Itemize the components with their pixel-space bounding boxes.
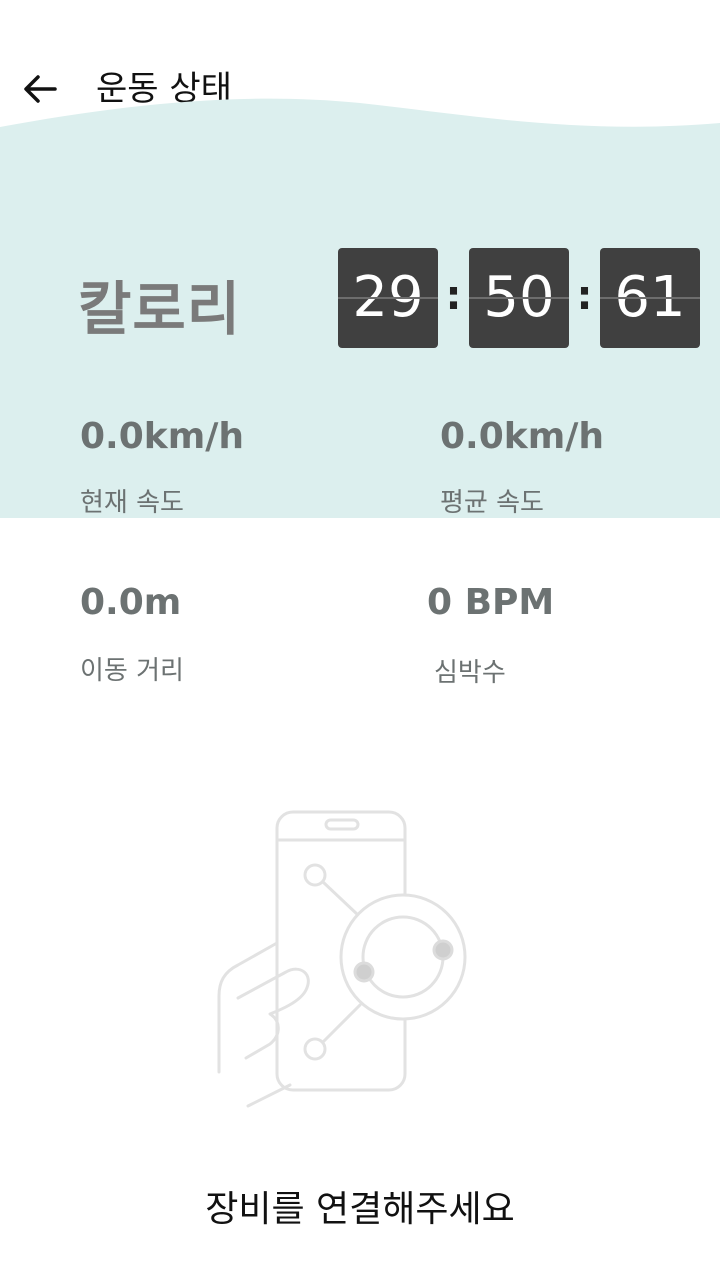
timer-minutes: 50 [469, 248, 569, 348]
arrow-left-icon [24, 75, 57, 103]
distance-value: 0.0m [80, 582, 182, 623]
back-button[interactable] [18, 66, 64, 112]
timer-hours: 29 [338, 248, 438, 348]
timer-seconds: 61 [600, 248, 700, 348]
current-speed-value: 0.0km/h [80, 416, 245, 457]
connect-device-message: 장비를 연결해주세요 [205, 1189, 515, 1230]
heart-rate-value: 0 BPM [427, 582, 555, 623]
timer-separator: : [445, 273, 462, 319]
heart-rate-label: 심박수 [434, 658, 506, 688]
calorie-label: 칼로리 [78, 275, 242, 343]
distance-label: 이동 거리 [80, 656, 184, 686]
phone-hand-connect-icon [210, 800, 480, 1110]
average-speed-value: 0.0km/h [440, 416, 605, 457]
average-speed-label: 평균 속도 [440, 488, 544, 518]
timer-separator: : [576, 273, 593, 319]
current-speed-label: 현재 속도 [80, 488, 184, 518]
